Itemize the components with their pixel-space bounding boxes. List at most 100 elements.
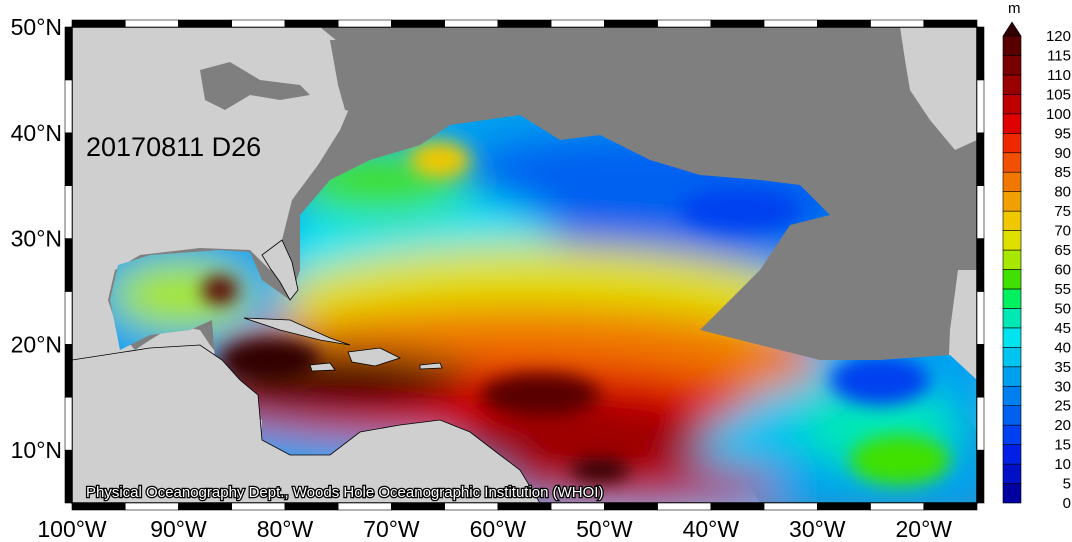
- frame-tick-right: [976, 238, 985, 292]
- date-label: 20170811 D26: [86, 132, 261, 162]
- colorbar-level-label: 10: [1054, 456, 1071, 473]
- colorbar-swatch: [1002, 132, 1022, 154]
- colorbar-swatch: [1002, 405, 1022, 426]
- frame-tick-bottom: [763, 502, 818, 511]
- colorbar-unit: m: [1008, 0, 1021, 17]
- frame-tick-bottom: [710, 502, 765, 511]
- frame-tick-right: [976, 291, 985, 345]
- colorbar-swatch: [1002, 94, 1022, 115]
- frame-tick-top: [497, 19, 552, 28]
- colorbar-level-label: 65: [1054, 242, 1071, 259]
- colorbar-level-label: 5: [1063, 476, 1071, 493]
- frame-tick-bottom: [178, 502, 233, 511]
- lon-tick-label: 100°W: [37, 516, 107, 542]
- frame-tick-top: [710, 19, 765, 28]
- lat-tick-label: 40°N: [11, 120, 62, 146]
- colorbar-swatch: [1002, 269, 1022, 290]
- colorbar-swatches: [1002, 21, 1022, 504]
- lon-tick-label: 50°W: [576, 516, 633, 542]
- frame-tick-top: [391, 19, 445, 28]
- colorbar-level-label: 95: [1054, 125, 1071, 142]
- frame-tick-bottom: [337, 502, 392, 511]
- colorbar-swatch: [1002, 191, 1022, 212]
- colorbar-level-label: 15: [1054, 437, 1071, 454]
- frame-tick-right: [976, 132, 985, 186]
- frame-tick-bottom: [391, 502, 445, 511]
- map-panel: 20170811 D26 Physical Oceanography Dept.…: [64, 19, 985, 511]
- colorbar-swatch: [1002, 55, 1022, 76]
- frame-tick-left: [64, 449, 73, 504]
- colorbar-level-label: 100: [1046, 106, 1071, 123]
- lon-tick-label: 30°W: [789, 516, 846, 542]
- colorbar-level-label: 55: [1054, 281, 1071, 298]
- frame-tick-left: [64, 26, 73, 81]
- frame-tick-left: [64, 79, 73, 134]
- colorbar-swatch: [1002, 483, 1022, 504]
- colorbar-level-label: 110: [1047, 67, 1071, 84]
- frame-tick-right: [976, 449, 985, 504]
- colorbar-level-label: 120: [1046, 28, 1071, 45]
- frame-tick-top: [124, 19, 179, 28]
- colorbar-swatch: [1002, 35, 1022, 56]
- frame-tick-top: [550, 19, 605, 28]
- lon-tick-label: 60°W: [470, 516, 527, 542]
- frame-tick-top: [816, 19, 871, 28]
- lat-tick-label: 30°N: [11, 226, 62, 252]
- frame-tick-top: [923, 19, 978, 28]
- colorbar-level-label: 80: [1054, 184, 1071, 201]
- colorbar-level-label: 0: [1063, 495, 1071, 512]
- frame-tick-bottom: [444, 502, 499, 511]
- colorbar-swatch: [1002, 347, 1022, 368]
- colorbar-swatch: [1002, 113, 1022, 134]
- great-lakes: [200, 62, 310, 110]
- lon-tick-label: 80°W: [257, 516, 314, 542]
- colorbar-swatch: [1002, 210, 1022, 231]
- frame-tick-top: [657, 19, 712, 28]
- colorbar-swatch: [1002, 308, 1022, 329]
- colorbar-swatch: [1002, 366, 1022, 387]
- frame-tick-top: [71, 19, 126, 28]
- frame-tick-top: [604, 19, 658, 28]
- map-frame-ticks: [64, 19, 985, 511]
- colorbar-level-label: 105: [1046, 86, 1071, 103]
- credit-text: Physical Oceanography Dept., Woods Hole …: [86, 484, 603, 501]
- frame-tick-top: [763, 19, 818, 28]
- colorbar-level-label: 25: [1054, 398, 1071, 415]
- colorbar-level-label: 75: [1054, 203, 1071, 220]
- frame-tick-top: [444, 19, 499, 28]
- lon-tick-label: 40°W: [683, 516, 740, 542]
- frame-tick-bottom: [604, 502, 658, 511]
- frame-tick-bottom: [816, 502, 871, 511]
- hudson-gulf-coast: [330, 40, 520, 115]
- colorbar-swatch: [1002, 74, 1022, 95]
- frame-tick-top: [337, 19, 392, 28]
- colorbar-swatch: [1002, 385, 1022, 407]
- frame-tick-left: [64, 291, 73, 345]
- colorbar-swatch: [1002, 463, 1022, 484]
- colorbar-level-label: 70: [1054, 223, 1071, 240]
- colorbar-level-label: 30: [1054, 378, 1071, 395]
- central-america-land: [71, 344, 541, 504]
- frame-tick-bottom: [124, 502, 179, 511]
- frame-tick-left: [64, 238, 73, 292]
- colorbar-level-label: 35: [1054, 359, 1071, 376]
- colorbar-swatch: [1002, 171, 1022, 192]
- frame-tick-bottom: [657, 502, 712, 511]
- frame-tick-bottom: [231, 502, 286, 511]
- frame-tick-bottom: [497, 502, 552, 511]
- iberia-land: [900, 27, 977, 150]
- colorbar-swatch: [1002, 152, 1022, 173]
- frame-tick-bottom: [923, 502, 978, 511]
- frame-tick-left: [64, 185, 73, 239]
- colorbar-swatch: [1002, 444, 1022, 465]
- lat-tick-labels: 50°N 40°N 30°N 20°N 10°N: [11, 14, 62, 463]
- lon-tick-label: 70°W: [363, 516, 420, 542]
- lon-tick-label: 20°W: [896, 516, 953, 542]
- colorbar-swatch: [1002, 424, 1022, 445]
- colorbar-swatch: [1002, 249, 1022, 270]
- caribbean-islands: [243, 317, 443, 372]
- frame-tick-top: [231, 19, 286, 28]
- frame-tick-right: [976, 185, 985, 239]
- lon-tick-labels: 100°W 90°W 80°W 70°W 60°W 50°W 40°W 30°W 20°W: [37, 516, 952, 542]
